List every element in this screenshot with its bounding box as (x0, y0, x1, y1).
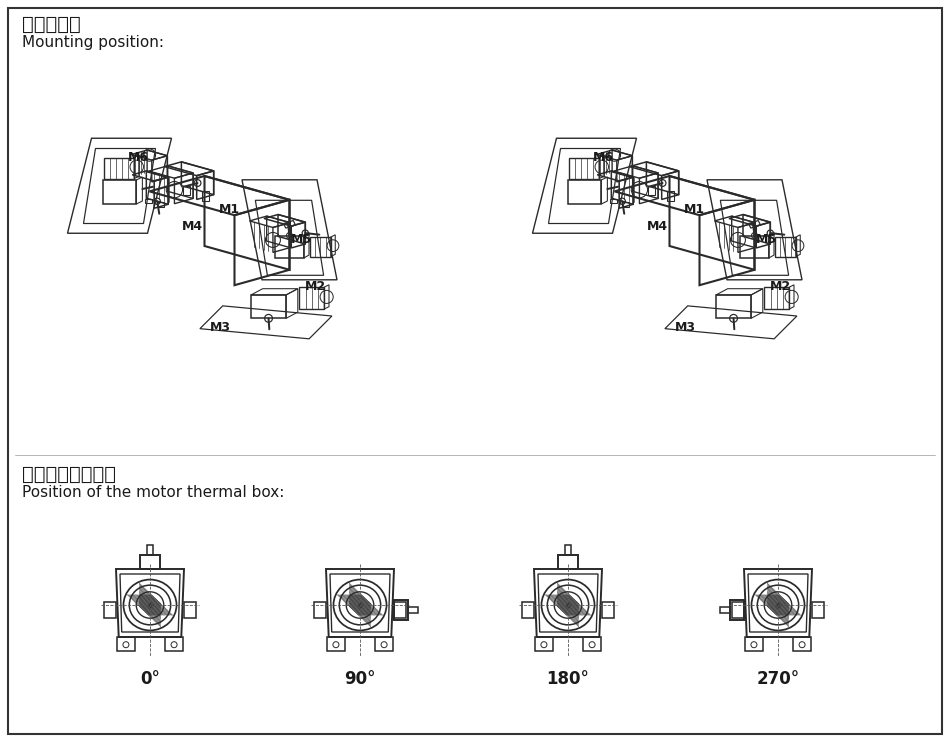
Bar (310, 237, 331, 257)
Bar (775, 237, 796, 257)
Bar (276, 235, 304, 258)
Text: 90°: 90° (344, 670, 376, 688)
Bar (569, 157, 599, 179)
Text: 270°: 270° (756, 670, 800, 688)
Bar (299, 287, 324, 309)
Bar (765, 287, 789, 309)
Text: M1: M1 (684, 203, 705, 216)
Text: M3: M3 (674, 321, 695, 334)
Text: 180°: 180° (546, 670, 589, 688)
Bar (716, 295, 751, 318)
Text: M2: M2 (305, 280, 326, 293)
Text: M4: M4 (182, 220, 203, 232)
Text: M2: M2 (770, 280, 790, 293)
Bar (104, 157, 134, 179)
Text: M1: M1 (219, 203, 240, 216)
Bar (103, 180, 137, 204)
Text: M4: M4 (647, 220, 669, 232)
Text: 电机接线盒位置：: 电机接线盒位置： (22, 465, 116, 484)
Text: M6: M6 (127, 151, 148, 164)
Bar (740, 235, 769, 258)
Text: M5: M5 (291, 233, 313, 246)
Text: 安装形式：: 安装形式： (22, 15, 81, 34)
Bar (251, 295, 286, 318)
Text: Position of the motor thermal box:: Position of the motor thermal box: (22, 485, 284, 500)
Text: M5: M5 (756, 233, 777, 246)
Text: Mounting position:: Mounting position: (22, 35, 164, 50)
Text: M3: M3 (210, 321, 231, 334)
Text: 0°: 0° (140, 670, 160, 688)
Bar (568, 180, 601, 204)
Text: M6: M6 (593, 151, 614, 164)
